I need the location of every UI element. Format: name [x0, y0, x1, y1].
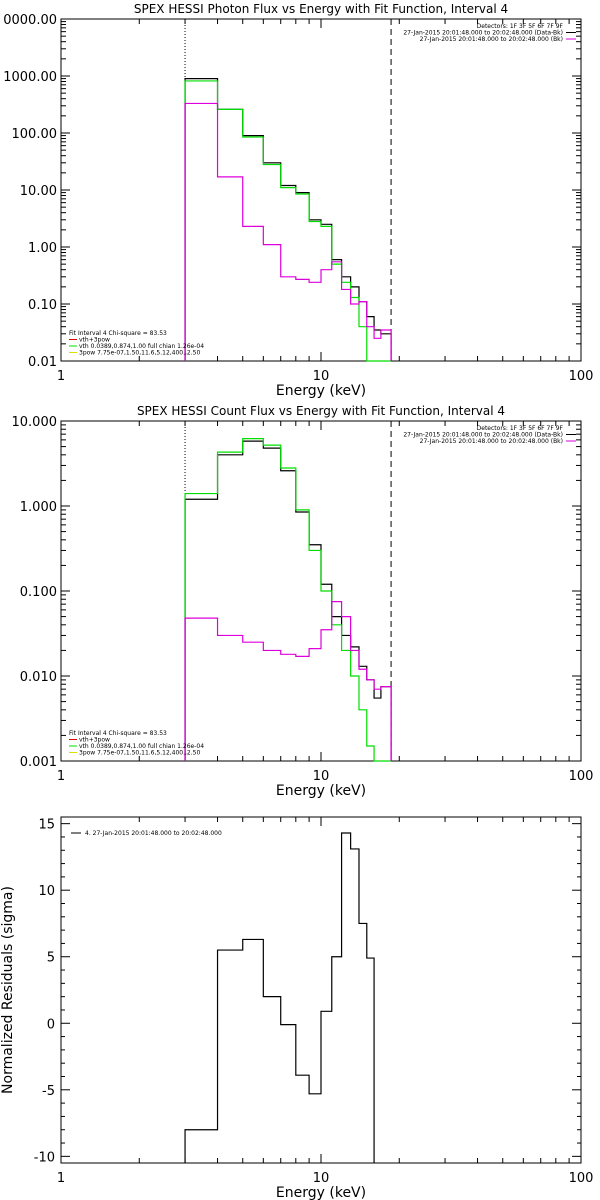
plot-1: SPEX HESSI Photon Flux vs Energy with Fi… — [3, 2, 593, 399]
y-tick-label: 0.001 — [20, 755, 57, 770]
y-tick-label: 1.000 — [20, 500, 57, 515]
plot-frame — [60, 18, 582, 362]
series-data — [184, 440, 392, 761]
header-line: 27-Jan-2015 20:01:48.000 to 20:02:48.000… — [420, 36, 563, 43]
x-tick-label: 1 — [57, 1171, 65, 1186]
x-axis-label: Energy (keV) — [276, 1185, 366, 1200]
legend-entry: Fit Interval 4 Chi-square = 83.53 — [69, 730, 167, 737]
x-tick-label: 1 — [57, 769, 65, 784]
x-tick-label: 100 — [569, 1171, 594, 1186]
y-tick-label: 0000.00 — [3, 13, 57, 28]
header-line: 27-Jan-2015 20:01:48.000 to 20:02:48.000… — [420, 438, 563, 445]
y-tick-label: -5 — [42, 1084, 55, 1099]
legend-entry: vth 0.0389,0.874,1.00 full chian 1.26e-0… — [79, 743, 204, 750]
y-tick-label: 15 — [38, 818, 55, 833]
x-tick-label: 10 — [313, 1171, 330, 1186]
x-tick-label: 10 — [313, 769, 330, 784]
y-tick-label: 0.10 — [28, 298, 57, 313]
y-tick-label: 10 — [38, 884, 55, 899]
x-tick-label: 1 — [57, 369, 65, 384]
series-data — [184, 78, 392, 361]
y-tick-label: 0.010 — [20, 670, 57, 685]
x-tick-label: 100 — [569, 369, 594, 384]
y-tick-label: 1.00 — [28, 241, 57, 256]
legend-entry: 3pow 7.75e-07,1.50,11.6,5.12,400.,2.50 — [79, 750, 200, 757]
y-tick-label: 10.000 — [12, 415, 58, 430]
legend-entry: vth+3pow — [79, 737, 110, 744]
series-nonthermal — [184, 601, 392, 761]
legend-entry: vth 0.0389,0.874,1.00 full chian 1.26e-0… — [79, 343, 204, 350]
y-tick-label: 0 — [47, 1017, 55, 1032]
header-line: Detectors: 1F 3F 5F 6F 7F 9F — [477, 23, 564, 30]
y-tick-label: 100.00 — [12, 127, 58, 142]
y-tick-label: 1000.00 — [3, 70, 57, 85]
y-tick-label: 5 — [47, 951, 55, 966]
y-tick-label: -10 — [34, 1150, 55, 1165]
x-tick-label: 10 — [313, 369, 330, 384]
legend-entry: 3pow 7.75e-07,1.50,11.6,5.12,400.,2.50 — [79, 350, 200, 357]
series-data — [184, 832, 375, 1163]
plot-title: SPEX HESSI Count Flux vs Energy with Fit… — [137, 404, 505, 418]
x-axis-label: Energy (keV) — [276, 783, 366, 799]
series-thermal — [184, 80, 392, 362]
plot-title: SPEX HESSI Photon Flux vs Energy with Fi… — [134, 2, 508, 16]
legend-entry: vth+3pow — [79, 337, 110, 344]
header-line: 27-Jan-2015 20:01:48.000 to 20:02:48.000… — [403, 30, 563, 37]
series-thermal — [184, 438, 392, 762]
plot-frame — [60, 816, 582, 1164]
x-tick-label: 100 — [569, 769, 594, 784]
plot-3: 1 10 100 Energy (keV) -10 -5 0 5 10 15 Normalized … — [0, 816, 594, 1200]
y-tick-label: 10.00 — [20, 184, 57, 199]
x-axis-label: Energy (keV) — [276, 383, 366, 399]
y-tick-label: 0.100 — [20, 585, 57, 600]
y-axis-label: Normalized Residuals (sigma) — [0, 886, 16, 1094]
legend-entry: 4. 27-Jan-2015 20:01:48.000 to 20:02:48.… — [85, 830, 222, 837]
header-line: Detectors: 1F 3F 5F 6F 7F 9F — [477, 425, 564, 432]
y-tick-label: 0.01 — [28, 355, 57, 370]
legend-entry: Fit Interval 4 Chi-square = 83.53 — [69, 330, 167, 337]
plot-2: SPEX HESSI Count Flux vs Energy with Fit… — [12, 404, 594, 799]
series-nonthermal — [184, 102, 392, 361]
header-line: 27-Jan-2015 20:01:48.000 to 20:02:48.000… — [403, 432, 563, 439]
